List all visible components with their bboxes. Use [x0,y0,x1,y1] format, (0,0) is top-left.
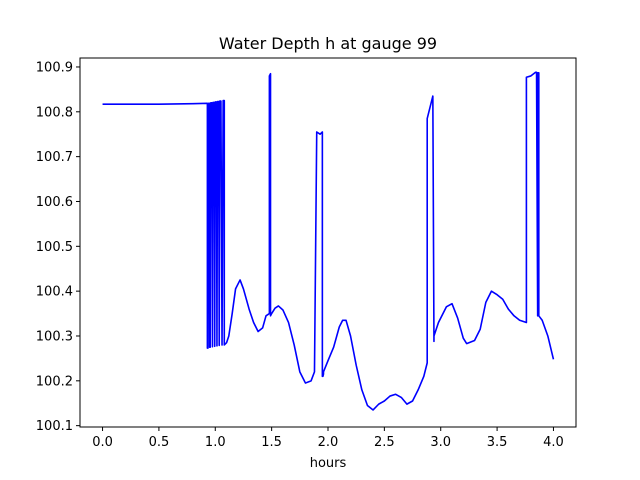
chart-title: Water Depth h at gauge 99 [219,34,437,53]
x-tick-label: 2.0 [318,435,339,450]
plot-area [102,71,555,411]
x-tick-label: 4.0 [543,435,564,450]
y-tick-label: 100.7 [36,150,73,165]
x-tick-label: 1.5 [261,435,282,450]
series-line-0 [102,71,555,411]
y-tick-label: 100.2 [36,374,73,389]
y-axis: 100.1 100.2 100.3 100.4 100.5 100.6 100.7 100.8… [36,60,80,434]
x-tick-label: 2.5 [374,435,395,450]
y-tick-label: 100.1 [36,419,73,434]
y-tick-label: 100.3 [36,329,73,344]
y-tick-label: 100.4 [36,285,73,300]
axes-frame [79,57,577,428]
x-tick-label: 3.0 [430,435,451,450]
x-axis: 0.0 0.5 1.0 1.5 2.0 2.5 3.0 3.5 4.0 [92,427,564,450]
y-tick-label: 100.8 [36,105,73,120]
x-tick-label: 0.5 [149,435,170,450]
y-tick-label: 100.6 [36,195,73,210]
x-tick-label: 0.0 [92,435,113,450]
x-axis-label: hours [310,456,347,471]
x-tick-label: 1.0 [205,435,226,450]
y-tick-label: 100.9 [36,60,73,75]
x-tick-label: 3.5 [487,435,508,450]
y-tick-label: 100.5 [36,240,73,255]
